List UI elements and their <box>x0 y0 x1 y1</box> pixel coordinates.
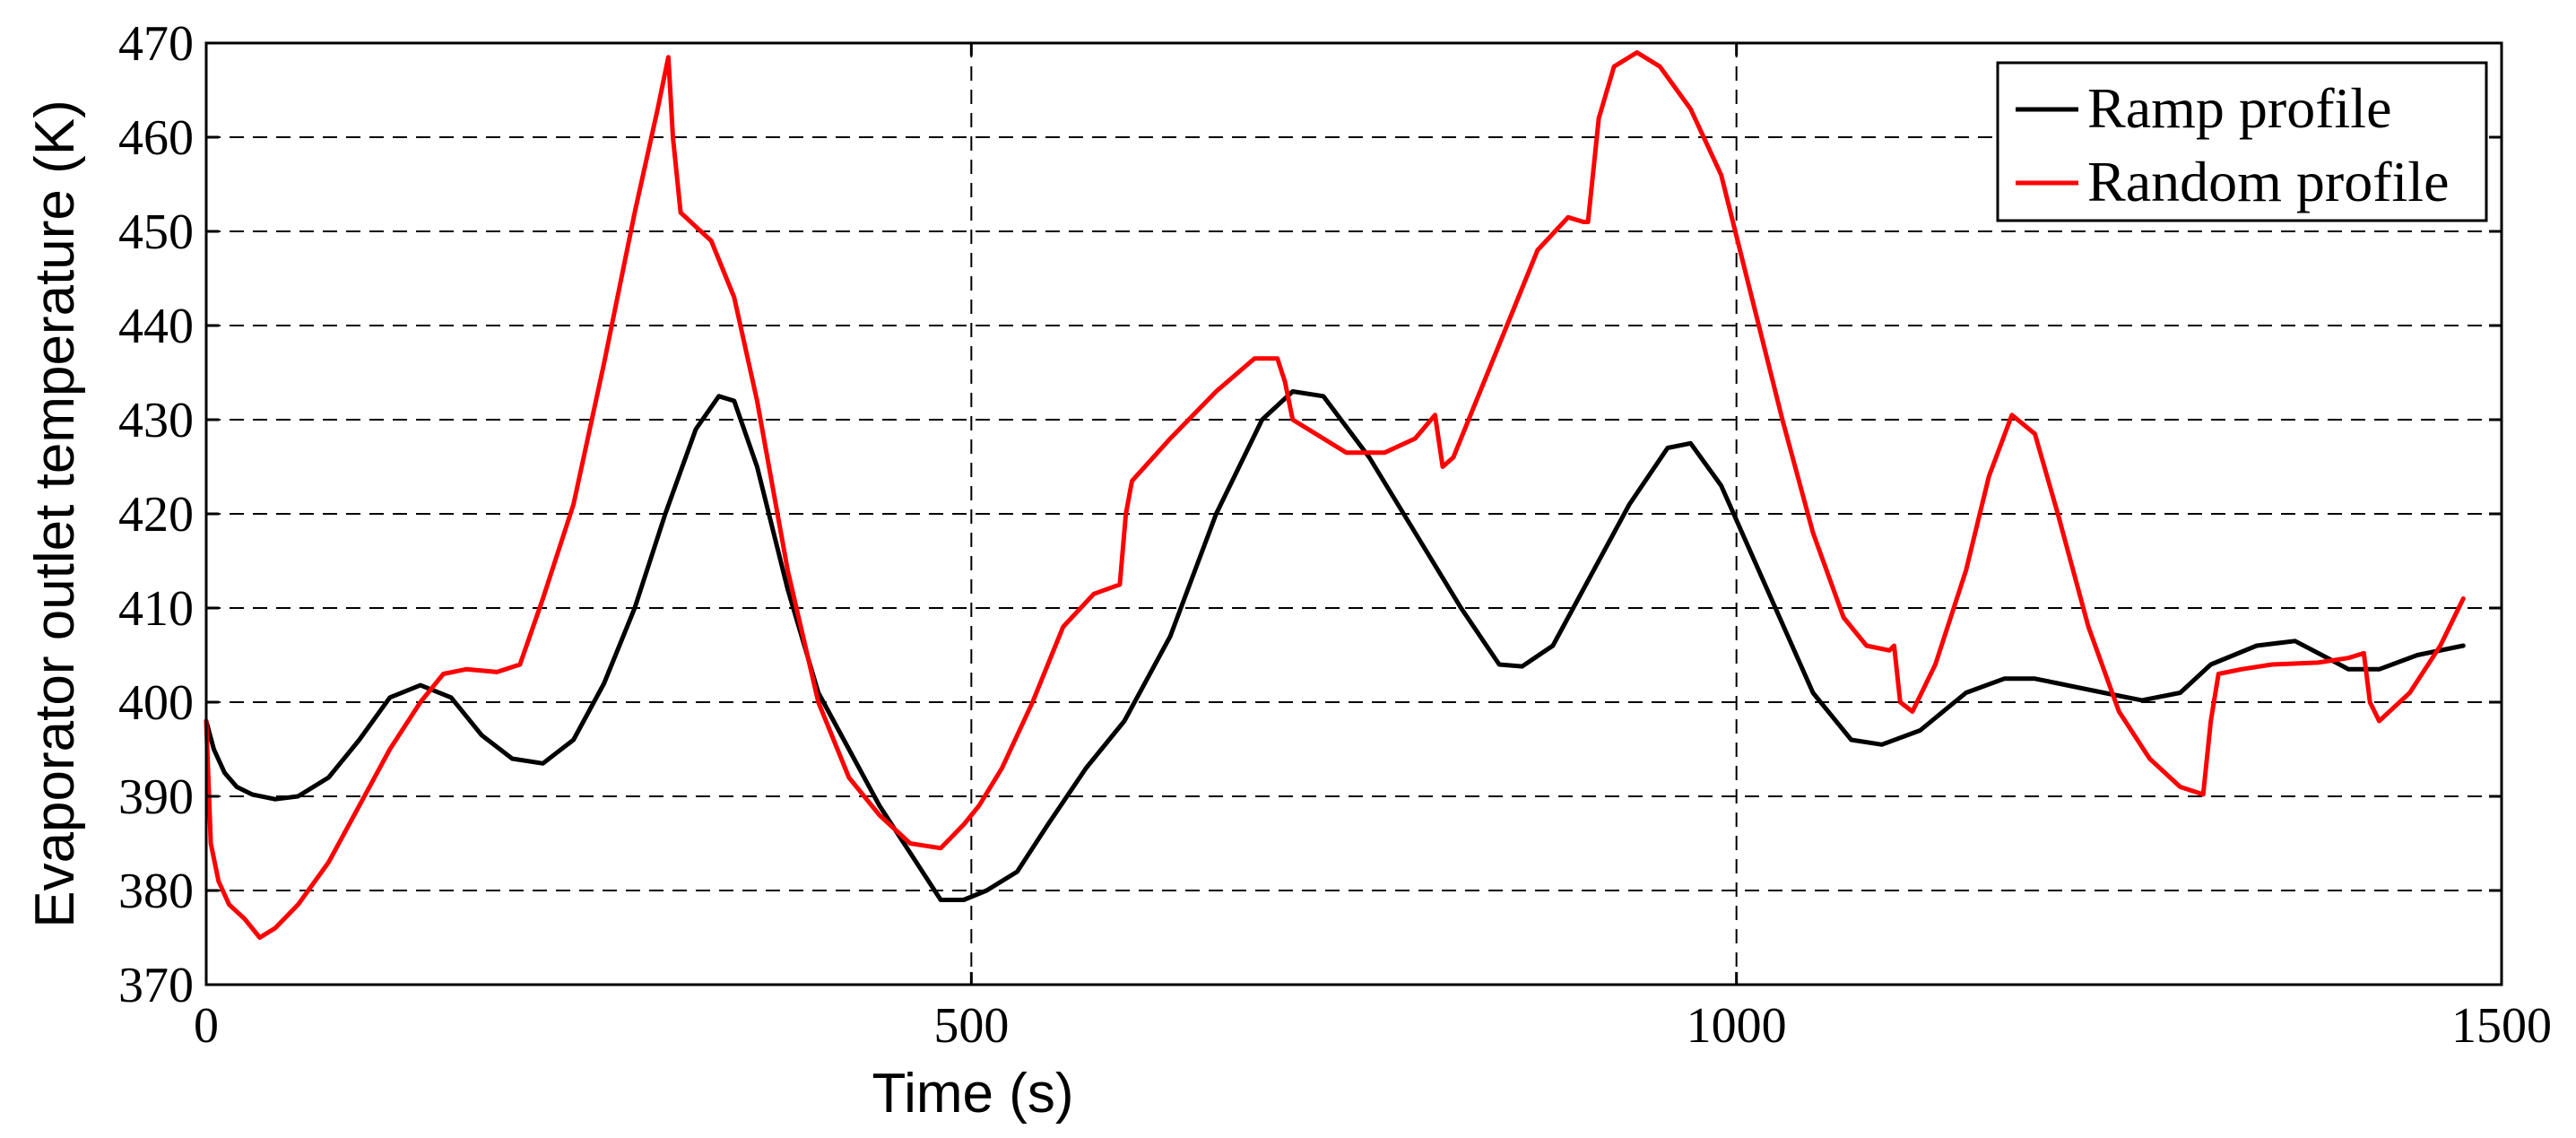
series-line-random-profile <box>204 50 2466 940</box>
series-line-ramp-profile <box>204 389 2466 902</box>
y-tick-label-380: 380 <box>118 864 194 919</box>
y-tick-label-400: 400 <box>118 675 194 731</box>
y-axis-title: Evaporator outlet temperature (K) <box>24 100 86 928</box>
y-tick-label-460: 460 <box>118 110 194 166</box>
x-tick-label-500: 500 <box>933 998 1009 1054</box>
series-layer <box>204 50 2466 940</box>
axis-ticks <box>204 41 2503 986</box>
y-tick-label-440: 440 <box>118 299 194 354</box>
x-tick-label-1500: 1500 <box>2451 998 2552 1054</box>
y-tick-label-410: 410 <box>118 581 194 637</box>
legend-label-random-profile: Random profile <box>2087 150 2449 213</box>
legend: Ramp profile Random profile <box>1996 61 2488 222</box>
y-tick-label-370: 370 <box>118 958 194 1013</box>
x-tick-label-1000: 1000 <box>1687 998 1787 1054</box>
axis-tick-labels: 370 380 390 400 410 420 430 440 450 460 470 0 500 100… <box>118 16 2552 1054</box>
y-tick-label-470: 470 <box>118 16 194 72</box>
y-tick-label-450: 450 <box>118 204 194 260</box>
x-tick-label-0: 0 <box>194 998 219 1054</box>
legend-box <box>1996 61 2488 222</box>
legend-label-ramp-profile: Ramp profile <box>2087 76 2391 140</box>
y-tick-label-420: 420 <box>118 487 194 543</box>
grid-lines <box>206 43 2502 985</box>
y-tick-label-390: 390 <box>118 769 194 825</box>
x-axis-title: Time (s) <box>872 1063 1074 1125</box>
y-tick-label-430: 430 <box>118 393 194 448</box>
